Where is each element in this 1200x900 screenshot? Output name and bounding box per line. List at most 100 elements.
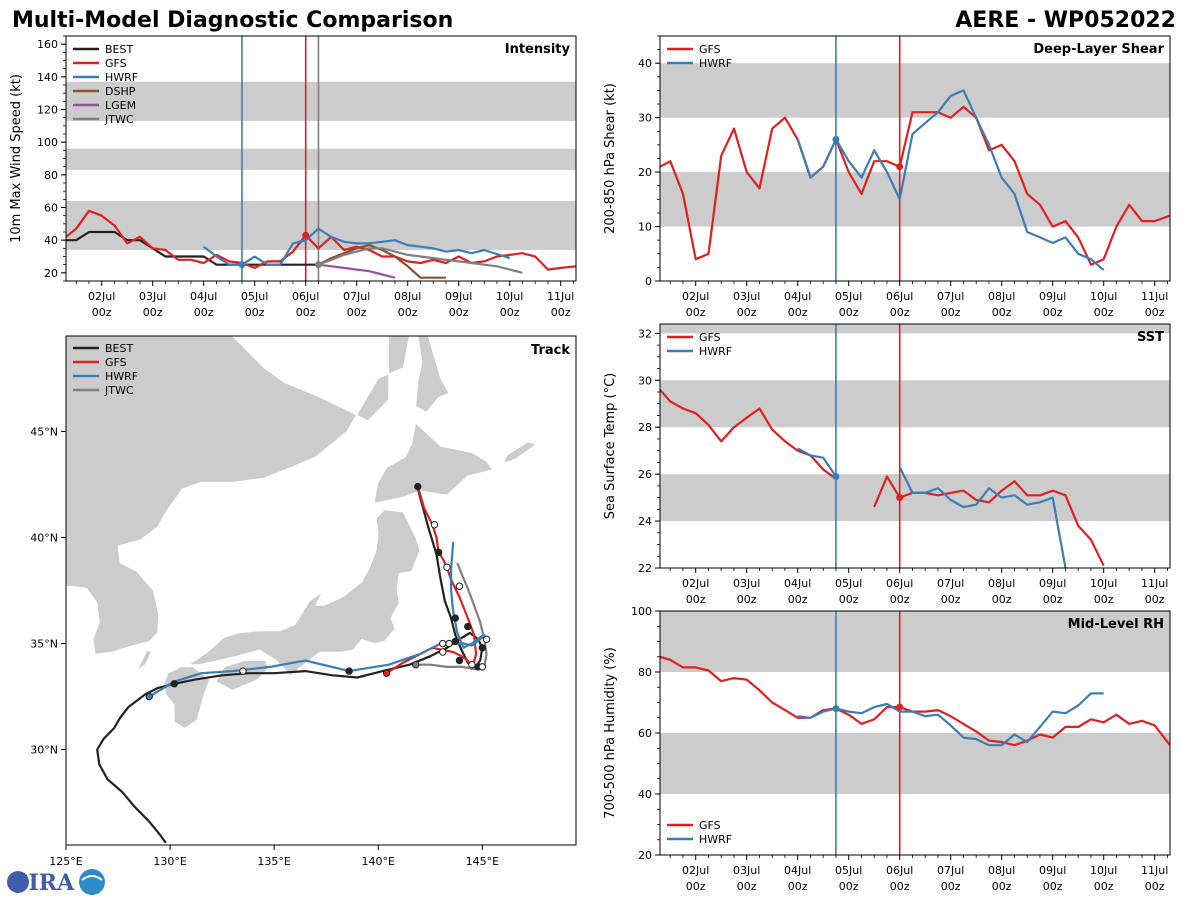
track-point-best	[455, 582, 464, 590]
sst-xtick-hour: 00z	[737, 593, 757, 606]
track-ytick-label: 40°N	[30, 531, 58, 544]
sst-series-hwrf-segment	[797, 447, 837, 478]
rh-ytick-label: 40	[638, 788, 652, 801]
sst-legend-label-hwrf: HWRF	[699, 345, 732, 358]
sst-xtick-day: 11Jul	[1141, 577, 1168, 590]
sst-xtick-day: 09Jul	[1039, 577, 1066, 590]
shear-band	[660, 63, 1170, 118]
track-point-best	[451, 637, 459, 646]
intensity-ytick-label: 60	[44, 202, 58, 215]
sst-xtick-hour: 00z	[992, 593, 1012, 606]
shear-xtick-hour: 00z	[1145, 306, 1165, 319]
track-title: Track	[531, 343, 570, 358]
rh-xtick-day: 05Jul	[835, 864, 862, 877]
rh-band	[660, 611, 1170, 672]
intensity-xtick-day: 09Jul	[445, 290, 472, 303]
intensity-xtick-hour: 00z	[194, 306, 214, 319]
track-legend-label-hwrf: HWRF	[105, 370, 138, 383]
sst-ylabel: Sea Surface Temp (°C)	[603, 373, 618, 520]
cira-logo: CIRA	[7, 869, 105, 896]
intensity-xtick-day: 04Jul	[190, 290, 217, 303]
rh-xtick-day: 03Jul	[733, 864, 760, 877]
intensity-xtick-day: 06Jul	[292, 290, 319, 303]
track-ytick-label: 45°N	[30, 425, 58, 438]
rh-xtick-hour: 00z	[1043, 880, 1063, 893]
track-panel: 125°E 130°E 135°E 140°E 145°E 30°N 35°N 40°N 45°…	[30, 335, 577, 868]
intensity-legend-label-hwrf: HWRF	[105, 71, 138, 84]
track-point-gfs	[382, 669, 391, 677]
shear-legend-label-hwrf: HWRF	[699, 57, 732, 70]
intensity-xtick-day: 08Jul	[394, 290, 421, 303]
intensity-xtick-hour: 00z	[296, 306, 316, 319]
track-series-jtwc	[415, 562, 488, 671]
intensity-ytick-label: 100	[37, 136, 58, 149]
sst-xtick-day: 02Jul	[682, 577, 709, 590]
sst-xtick-day: 04Jul	[784, 577, 811, 590]
intensity-xtick-day: 02Jul	[88, 290, 115, 303]
rh-ytick-label: 20	[638, 849, 652, 862]
rh-xtick-day: 06Jul	[886, 864, 913, 877]
sst-band	[660, 474, 1170, 522]
rh-xtick-hour: 00z	[686, 880, 706, 893]
rh-marker-gfs	[896, 703, 904, 711]
rh-xtick-hour: 00z	[737, 880, 757, 893]
track-land	[415, 336, 450, 413]
shear-xtick-day: 07Jul	[937, 290, 964, 303]
main-title: Multi-Model Diagnostic Comparison	[12, 8, 453, 33]
shear-xtick-hour: 00z	[839, 306, 859, 319]
intensity-xtick-day: 10Jul	[496, 290, 523, 303]
rh-xtick-hour: 00z	[890, 880, 910, 893]
rh-xtick-hour: 00z	[1145, 880, 1165, 893]
sst-xtick-hour: 00z	[788, 593, 808, 606]
intensity-legend-label-jtwc: JTWC	[104, 113, 134, 126]
shear-xtick-hour: 00z	[1094, 306, 1114, 319]
sst-xtick-hour: 00z	[890, 593, 910, 606]
track-point-best	[468, 661, 476, 669]
intensity-ytick-label: 160	[37, 38, 58, 51]
rh-xtick-hour: 00z	[941, 880, 961, 893]
track-point-best	[478, 663, 487, 671]
intensity-ytick-label: 20	[44, 267, 58, 280]
rh-xtick-day: 09Jul	[1039, 864, 1066, 877]
track-xtick-label: 125°E	[49, 855, 82, 868]
rh-panel: 20 40 60 80 100 02Jul 00z 03Jul 00z 04Jul 00z 05Jul…	[603, 605, 1171, 893]
rh-legend-label-gfs: GFS	[699, 819, 721, 832]
track-point-best	[170, 680, 178, 688]
sst-xtick-day: 08Jul	[988, 577, 1015, 590]
intensity-marker-jtwc	[314, 261, 322, 269]
rh-ytick-label: 80	[638, 666, 652, 679]
track-ytick-label: 35°N	[30, 638, 58, 651]
rh-xtick-day: 07Jul	[937, 864, 964, 877]
shear-xtick-day: 03Jul	[733, 290, 760, 303]
rh-plot	[660, 611, 1170, 855]
shear-series-gfs	[660, 105, 1170, 266]
sst-ytick-label: 30	[638, 374, 652, 387]
intensity-legend-label-lgem: LGEM	[105, 99, 136, 112]
intensity-xtick-hour: 00z	[347, 306, 367, 319]
track-legend-label-best: BEST	[105, 342, 133, 355]
intensity-marker-hwrf	[238, 261, 246, 269]
track-ytick-label: 30°N	[30, 744, 58, 757]
intensity-legend-label-dshp: DSHP	[105, 85, 136, 98]
track-xtick-label: 140°E	[362, 855, 395, 868]
track-land	[373, 422, 494, 505]
intensity-xtick-hour: 00z	[449, 306, 469, 319]
intensity-xtick-hour: 00z	[92, 306, 112, 319]
intensity-xtick-hour: 00z	[143, 306, 163, 319]
intensity-xtick-hour: 00z	[245, 306, 265, 319]
intensity-panel: 20 40 60 80 100 120 140 160 02Jul 00z 03Jul 00z 04Ju…	[9, 35, 577, 319]
shear-series-hwrf	[796, 89, 1105, 271]
rh-ytick-label: 100	[631, 605, 652, 618]
intensity-band	[66, 81, 576, 121]
sst-xtick-hour: 00z	[839, 593, 859, 606]
sst-panel: 22 24 26 28 30 32 02Jul 00z 03Jul 00z 04Jul 00z 05Ju…	[603, 323, 1171, 606]
sst-band	[660, 380, 1170, 428]
intensity-plot	[66, 36, 576, 281]
shear-xtick-hour: 00z	[992, 306, 1012, 319]
shear-ytick-label: 30	[638, 112, 652, 125]
shear-title: Deep-Layer Shear	[1033, 42, 1164, 57]
intensity-legend-label-gfs: GFS	[105, 57, 127, 70]
sst-series-hwrf-segment	[898, 466, 1067, 568]
